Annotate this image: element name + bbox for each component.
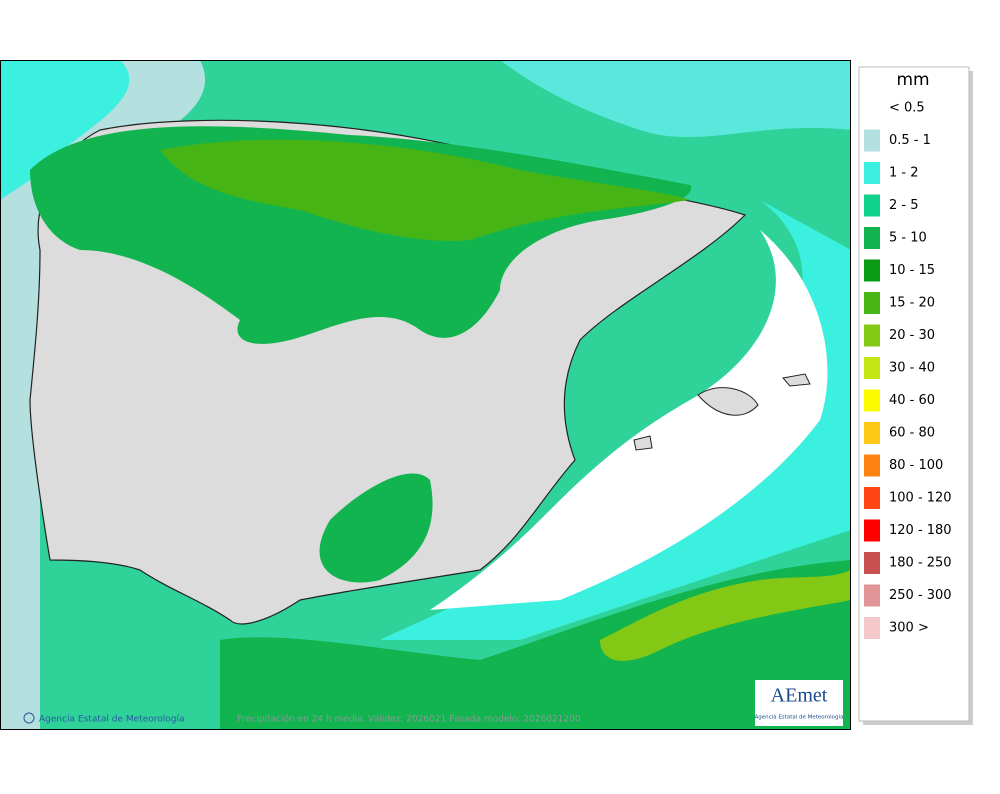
legend-swatch (864, 259, 880, 282)
north-core (160, 139, 690, 241)
legend-swatch (864, 519, 880, 542)
legend-label: 250 - 300 (889, 588, 952, 603)
north-sea (500, 60, 851, 138)
copyright-icon (23, 712, 35, 724)
legend-swatch (864, 487, 880, 509)
legend-label: 120 - 180 (889, 523, 952, 538)
legend-label: 180 - 250 (889, 556, 952, 571)
legend-swatch (864, 324, 880, 347)
legend-swatch (864, 389, 880, 412)
legend-swatch (864, 422, 880, 444)
legend-swatch (864, 552, 880, 574)
legend-label: 15 - 20 (889, 296, 935, 311)
legend-swatch (864, 292, 880, 314)
legend-label: 80 - 100 (889, 458, 943, 473)
legend-label: 30 - 40 (889, 361, 935, 376)
mallorca (697, 387, 759, 416)
legend-swatch (864, 584, 880, 607)
menorca (782, 373, 811, 387)
legend-label: 10 - 15 (889, 263, 935, 278)
legend-label: 20 - 30 (889, 328, 935, 343)
legend: mm < 0.5 0.5 - 1 1 - 2 2 - 5 5 - 10 10 - 15 15… (858, 66, 973, 725)
legend-label: 40 - 60 (889, 393, 935, 408)
legend-label: 5 - 10 (889, 231, 927, 246)
logo-name: AEmet (771, 685, 828, 707)
legend-label: < 0.5 (889, 101, 925, 116)
legend-label: 100 - 120 (889, 491, 952, 506)
legend-swatch (864, 162, 880, 184)
legend-label: 60 - 80 (889, 426, 935, 441)
logo-subtitle: Agencia Estatal de Meteorología (755, 714, 844, 721)
credit: Agencia Estatal de Meteorología (39, 715, 185, 725)
legend-swatch (864, 357, 880, 379)
legend-swatch (864, 454, 880, 477)
legend-swatch (864, 227, 880, 249)
caption: Precipitación en 24 h media. Validez: 20… (237, 714, 581, 725)
med-cyan (380, 200, 851, 640)
legend-label: 0.5 - 1 (889, 133, 931, 148)
legend-label: 2 - 5 (889, 198, 919, 213)
africa-core (600, 570, 851, 661)
legend-label: 300 > (889, 621, 929, 636)
south-rain (319, 473, 433, 583)
legend-label: 1 - 2 (889, 166, 919, 181)
legend-title: mm (896, 70, 929, 90)
map-frame (0, 60, 851, 730)
logo-box (755, 680, 843, 726)
legend-swatch (864, 617, 880, 639)
map: Agencia Estatal de Meteorología Precipit… (0, 60, 851, 730)
legend-swatch (864, 129, 880, 152)
ibiza (633, 435, 653, 451)
legend-swatch (864, 194, 880, 217)
atlantic-cyan (0, 60, 130, 200)
med-dry (430, 230, 828, 610)
